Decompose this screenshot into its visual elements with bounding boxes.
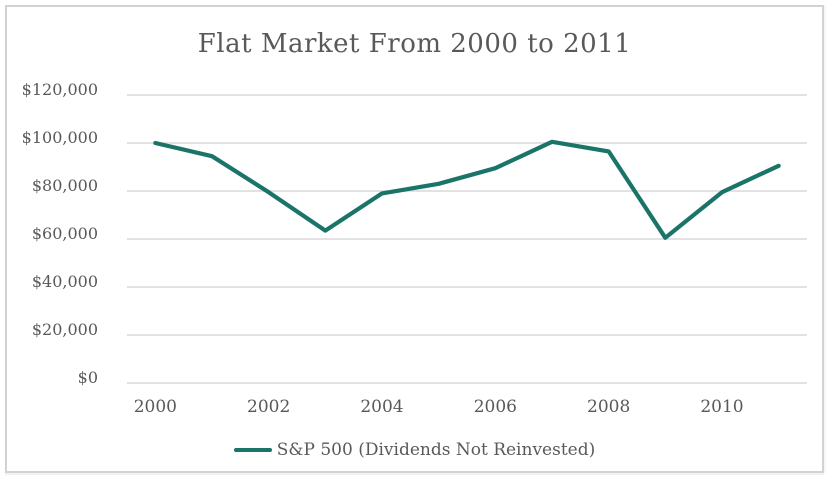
legend-label: S&P 500 (Dividends Not Reinvested) [276, 440, 596, 460]
y-tick-label: $20,000 [31, 320, 98, 339]
x-tick-label: 2010 [700, 397, 744, 417]
x-tick-label: 2006 [473, 397, 517, 417]
y-tick-label: $40,000 [31, 272, 98, 291]
y-tick-label: $60,000 [31, 224, 98, 243]
x-tick-label: 2008 [587, 397, 631, 417]
legend: S&P 500 (Dividends Not Reinvested) [7, 440, 822, 460]
chart-title: Flat Market From 2000 to 2011 [197, 29, 632, 59]
y-tick-label: $80,000 [31, 176, 98, 195]
x-tick-label: 2000 [133, 397, 177, 417]
x-tick-label: 2002 [247, 397, 291, 417]
y-tick-label: $100,000 [21, 128, 98, 147]
chart-frame: Flat Market From 2000 to 2011 $0 $20,000 $… [5, 5, 824, 473]
legend-line-swatch [233, 448, 272, 452]
x-tick-label: 2004 [360, 397, 404, 417]
line-chart-plot [127, 94, 807, 384]
sp500-series-line [153, 139, 781, 240]
y-tick-label: $120,000 [21, 80, 98, 99]
y-tick-label: $0 [77, 368, 98, 387]
